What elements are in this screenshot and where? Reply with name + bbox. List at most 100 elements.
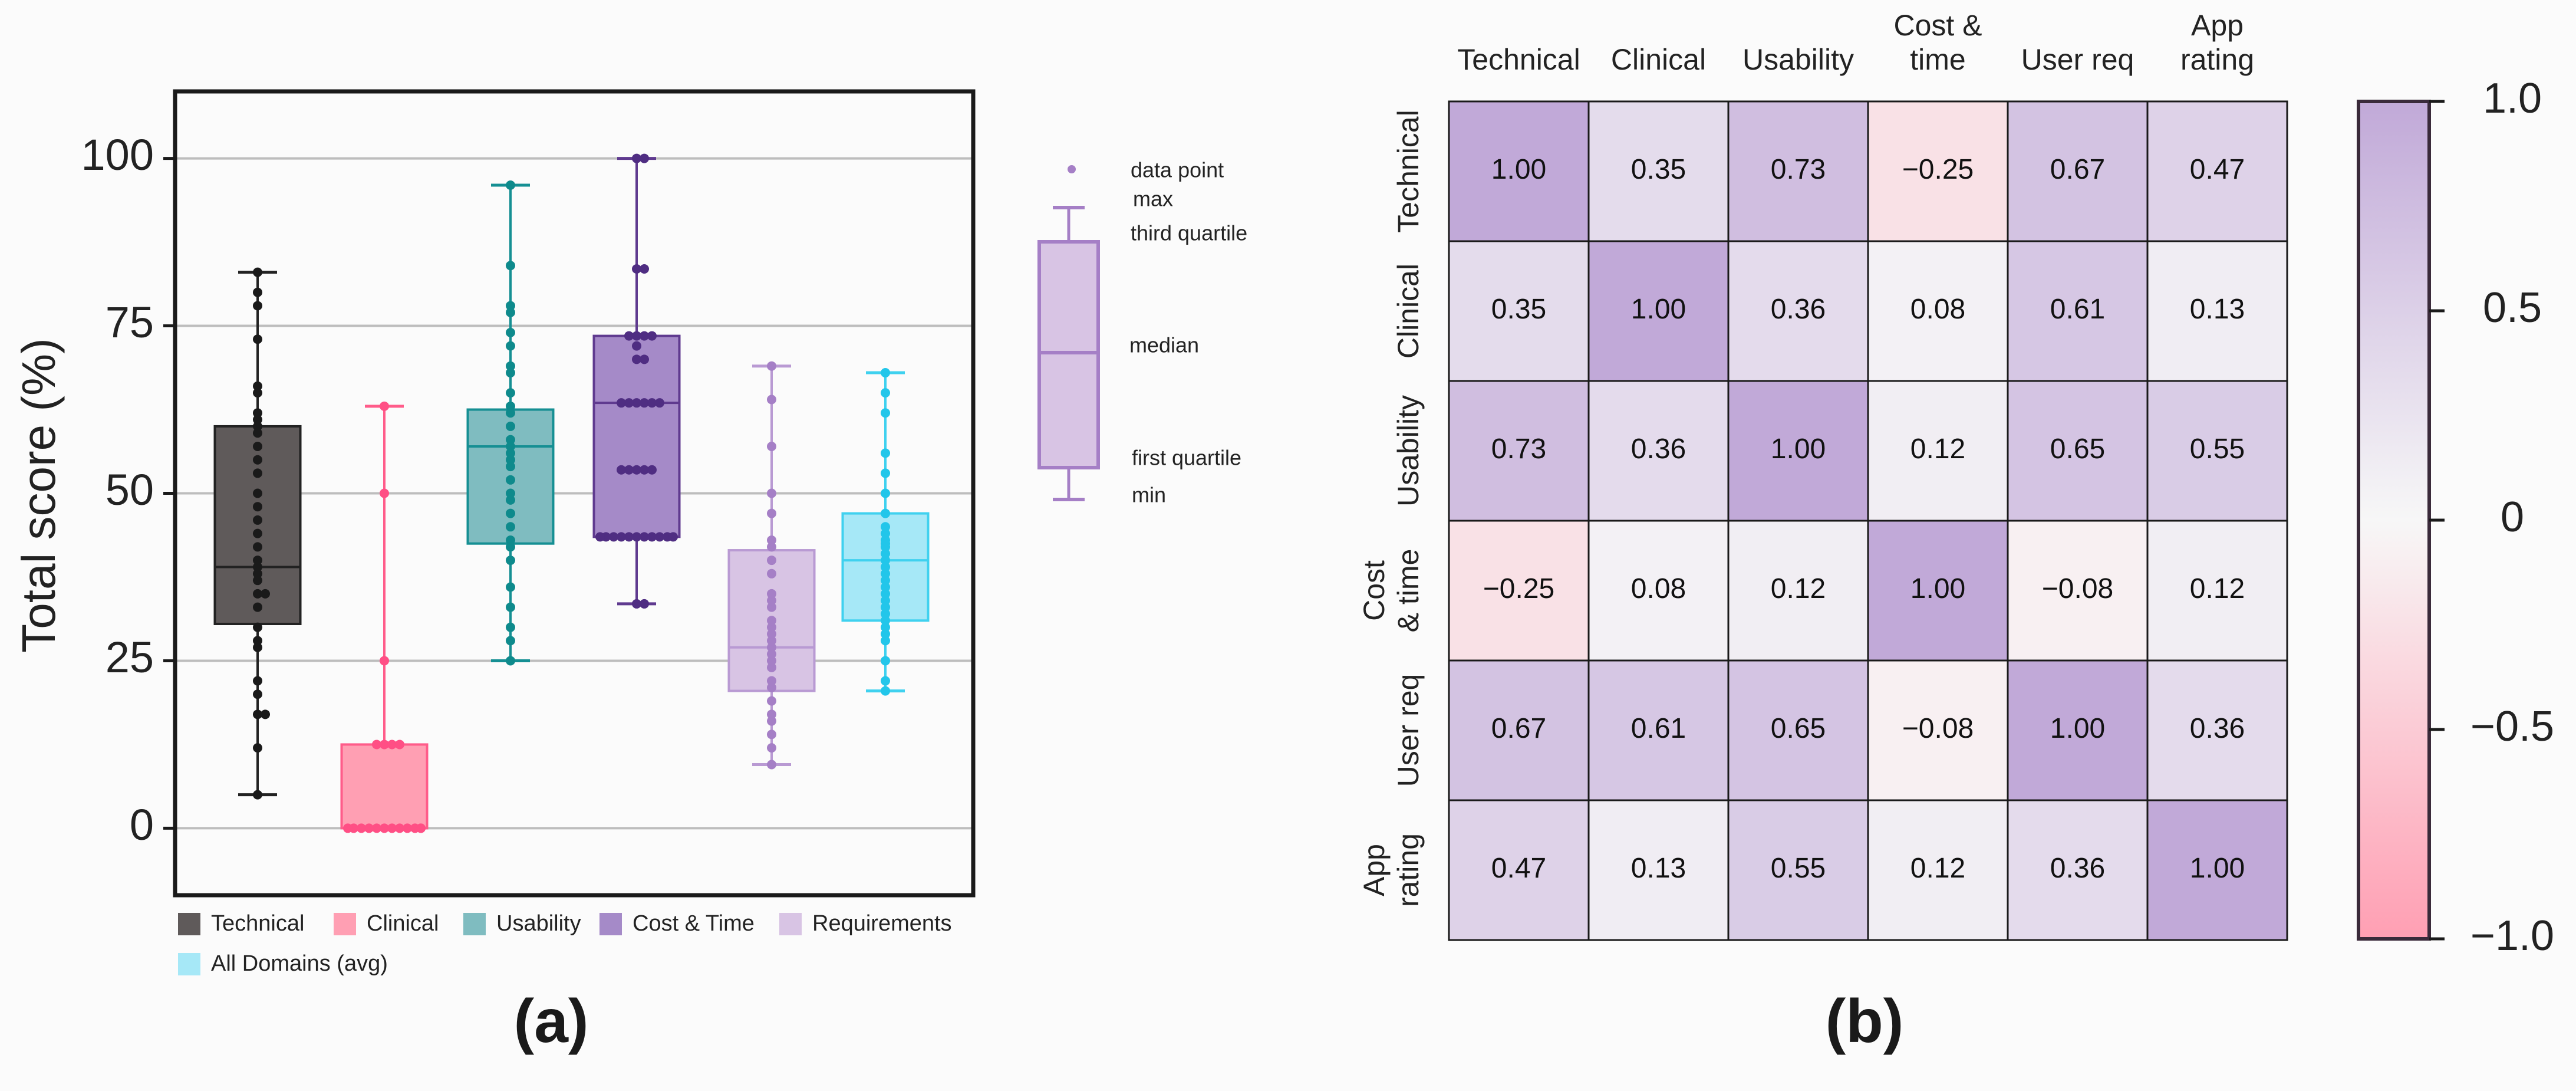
- data-point: [767, 649, 776, 659]
- data-point: [647, 532, 657, 542]
- heatmap-cell-value: 0.55: [1771, 853, 1826, 884]
- data-point: [506, 388, 515, 398]
- data-point: [343, 823, 353, 833]
- data-point: [881, 589, 890, 599]
- box-anatomy-key: data point max third quartile median fir…: [1037, 158, 1247, 507]
- data-point: [767, 676, 776, 686]
- heatmap-cell-value: 0.67: [2050, 154, 2105, 185]
- data-point: [655, 398, 664, 408]
- data-point: [881, 686, 890, 696]
- data-point: [253, 556, 262, 566]
- data-point: [881, 535, 890, 546]
- heatmap-cell: [1448, 240, 1590, 382]
- legend-swatch: [178, 913, 200, 935]
- heatmap-cell: [2007, 520, 2149, 662]
- data-point: [767, 556, 776, 566]
- y-tick-label: 0: [130, 800, 154, 849]
- heatmap-cell-value: 0.61: [1631, 713, 1686, 744]
- heatmap-cell-value: −0.25: [1902, 154, 1974, 185]
- heatmap-cell-value: 1.00: [1631, 294, 1686, 325]
- heatmap-cell: [1727, 380, 1869, 522]
- heatmap-cell: [1867, 240, 2009, 382]
- data-point: [881, 522, 890, 532]
- data-point: [506, 656, 515, 666]
- box-series: [466, 180, 555, 666]
- heatmap-cell: [1727, 240, 1869, 382]
- data-point: [881, 548, 890, 558]
- key-max-label: max: [1133, 187, 1173, 211]
- heatmap-cell: [2146, 100, 2288, 242]
- data-point: [506, 368, 515, 378]
- heatmap-cell: [1867, 100, 2009, 242]
- y-tick-label: 75: [106, 298, 154, 347]
- data-point: [647, 465, 657, 475]
- data-point: [668, 532, 678, 542]
- data-point: [881, 368, 890, 378]
- heatmap-cell: [1867, 799, 2009, 941]
- correlation-heatmap-panel: 1.00 0.35 0.73 −0.25 0.67 0.47 0.35 1.00 0.36 0.0…: [1358, 9, 2288, 941]
- data-point: [506, 327, 515, 337]
- plot-frame: [173, 89, 976, 898]
- data-point: [395, 740, 404, 750]
- data-point: [881, 488, 890, 498]
- data-point: [624, 331, 634, 341]
- colorbar-tick-label: −0.5: [2470, 703, 2554, 750]
- data-point: [253, 415, 262, 425]
- data-point: [380, 488, 389, 498]
- data-point: [364, 823, 374, 833]
- data-point: [403, 823, 412, 833]
- data-point: [767, 636, 776, 646]
- data-point: [881, 508, 890, 518]
- data-point: [767, 696, 776, 706]
- data-point: [881, 596, 890, 606]
- data-point: [609, 532, 618, 542]
- box-iqr: [592, 334, 681, 538]
- data-point: [380, 823, 389, 833]
- data-point: [253, 636, 262, 646]
- heatmap-cell: [1587, 100, 1730, 242]
- data-point: [881, 388, 890, 398]
- heatmap-cell-value: 0.12: [1910, 853, 1965, 884]
- data-point: [767, 441, 776, 451]
- key-third-quartile-label: third quartile: [1131, 221, 1247, 245]
- column-label: App rating: [2180, 9, 2254, 76]
- panel-a-label: (a): [513, 987, 588, 1056]
- data-point: [253, 267, 262, 277]
- data-point: [506, 408, 515, 418]
- heatmap-cell-value: −0.08: [2042, 573, 2113, 604]
- heatmap-cell-value: 0.08: [1631, 573, 1686, 604]
- data-point: [767, 568, 776, 579]
- data-point: [253, 622, 262, 632]
- data-point: [253, 602, 262, 612]
- data-point: [640, 153, 649, 163]
- data-point: [767, 642, 776, 652]
- data-point: [253, 428, 262, 438]
- legend-swatch: [463, 913, 486, 935]
- grid-lines: [175, 157, 973, 830]
- data-point: [253, 388, 262, 398]
- data-point: [881, 568, 890, 579]
- legend-swatch: [178, 953, 200, 975]
- data-point: [506, 622, 515, 632]
- heatmap-cell: [1448, 520, 1590, 662]
- data-point: [357, 823, 366, 833]
- heatmap-cell-value: 1.00: [1771, 433, 1826, 465]
- key-data-point-label: data point: [1131, 158, 1224, 182]
- data-point: [767, 729, 776, 740]
- colorbar-tick-label: 1.0: [2483, 75, 2542, 122]
- heatmap-cell: [1587, 240, 1730, 382]
- column-label: User req: [2021, 43, 2134, 76]
- data-point: [767, 716, 776, 726]
- data-point: [767, 760, 776, 770]
- key-data-point-marker: [1068, 165, 1076, 173]
- data-point: [506, 462, 515, 472]
- data-point: [253, 441, 262, 451]
- data-point: [387, 823, 397, 833]
- data-point: [253, 421, 262, 431]
- data-point: [767, 542, 776, 552]
- data-point: [506, 341, 515, 351]
- legend-swatch: [334, 913, 356, 935]
- heatmap-cell-value: 1.00: [1491, 154, 1546, 185]
- heatmap-cell-value: 0.35: [1631, 154, 1686, 185]
- key-min-label: min: [1132, 483, 1166, 507]
